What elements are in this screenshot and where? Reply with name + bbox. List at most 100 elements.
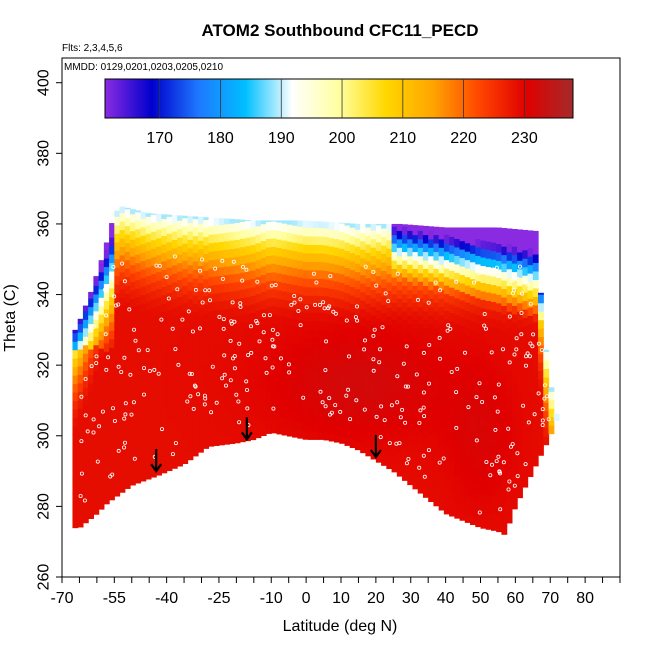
heatmap-cell [480, 240, 487, 250]
heatmap-cell [198, 282, 204, 292]
heatmap-cell [470, 236, 476, 246]
sample-point [230, 300, 235, 305]
heatmap-cell [328, 407, 335, 417]
heatmap-cell [496, 395, 503, 406]
heatmap-cell [281, 220, 288, 224]
heatmap-cell [124, 208, 131, 218]
sample-point [404, 461, 409, 466]
heatmap-cell [334, 357, 340, 367]
sample-point [141, 366, 146, 371]
heatmap-cell [161, 294, 168, 304]
heatmap-cell [255, 293, 262, 303]
heatmap-cell [182, 454, 189, 464]
heatmap-cell [297, 421, 304, 431]
heatmap-cell [109, 321, 115, 331]
heatmap-cell [402, 234, 408, 244]
heatmap-cell [156, 254, 162, 264]
heatmap-cell [77, 365, 84, 375]
sample-point [497, 469, 502, 474]
heatmap-cell [443, 369, 450, 379]
heatmap-cell [88, 306, 94, 316]
heatmap-cell [490, 292, 497, 303]
heatmap-cell [485, 512, 492, 522]
heatmap-cell [145, 385, 152, 395]
heatmap-cell [454, 297, 461, 307]
heatmap-cell [130, 467, 136, 477]
sample-point [122, 416, 127, 421]
heatmap-cell [77, 476, 84, 486]
heatmap-cell [522, 470, 529, 480]
heatmap-cell [501, 246, 508, 256]
heatmap-cell [464, 454, 471, 464]
heatmap-cell [130, 434, 136, 444]
heatmap-cell [224, 367, 230, 377]
heatmap-cell [213, 258, 220, 269]
heatmap-cell [391, 243, 398, 253]
heatmap-cell [459, 240, 466, 250]
sample-point [437, 335, 442, 340]
heatmap-cell [443, 234, 450, 244]
heatmap-cell [428, 264, 435, 274]
heatmap-cell [511, 424, 518, 434]
heatmap-cell [218, 419, 225, 429]
heatmap-cell [109, 448, 115, 458]
sample-point [237, 341, 242, 346]
heatmap-cell [239, 416, 246, 426]
heatmap-cell [192, 345, 199, 355]
heatmap-cell [354, 313, 361, 324]
sample-point [110, 472, 115, 477]
heatmap-cell [98, 305, 105, 315]
heatmap-cell [417, 298, 424, 308]
sample-point [482, 323, 487, 328]
heatmap-cell [443, 344, 450, 354]
heatmap-cell [391, 370, 398, 380]
sample-point [196, 392, 201, 397]
heatmap-cell [119, 314, 126, 324]
heatmap-cell [213, 326, 220, 336]
heatmap-cell [114, 326, 121, 336]
heatmap-cell [213, 352, 220, 362]
heatmap-cell [386, 248, 393, 258]
heatmap-cell [140, 328, 147, 338]
heatmap-cell [198, 216, 204, 224]
heatmap-cell [386, 256, 393, 266]
x-tick-label: -25 [207, 590, 230, 607]
heatmap-cell [480, 367, 487, 377]
heatmap-cell [459, 299, 466, 309]
heatmap-cell [161, 277, 168, 287]
heatmap-cell [370, 272, 377, 282]
heatmap-cell [224, 274, 230, 284]
heatmap-cell [449, 473, 455, 483]
sample-point [141, 392, 146, 397]
heatmap-cell [522, 275, 529, 285]
sample-point [97, 424, 102, 429]
heatmap-cell [433, 310, 440, 320]
heatmap-cell [245, 228, 251, 238]
heatmap-cell [511, 296, 518, 306]
heatmap-cell [260, 410, 267, 420]
heatmap-cell [208, 327, 215, 337]
heatmap-cell [428, 238, 435, 248]
heatmap-cell [490, 301, 497, 311]
heatmap-cell [443, 403, 450, 413]
sample-point [238, 304, 243, 309]
heatmap-cell [354, 373, 361, 383]
heatmap-cell [443, 251, 450, 261]
sample-point [454, 425, 459, 430]
heatmap-cell [428, 374, 435, 384]
heatmap-cell [218, 359, 225, 370]
sample-point [100, 409, 105, 414]
heatmap-cell [145, 445, 152, 455]
heatmap-cell [307, 235, 314, 246]
heatmap-cell [177, 389, 183, 399]
heatmap-cell [260, 274, 267, 284]
heatmap-cell [234, 349, 241, 359]
heatmap-cell [166, 224, 173, 234]
heatmap-cell [166, 394, 173, 404]
heatmap-cell [459, 308, 466, 318]
heatmap-cell [433, 319, 440, 329]
heatmap-cell [171, 434, 178, 444]
heatmap-cell [239, 331, 246, 341]
heatmap-cell [522, 283, 529, 293]
heatmap-cell [161, 387, 168, 398]
